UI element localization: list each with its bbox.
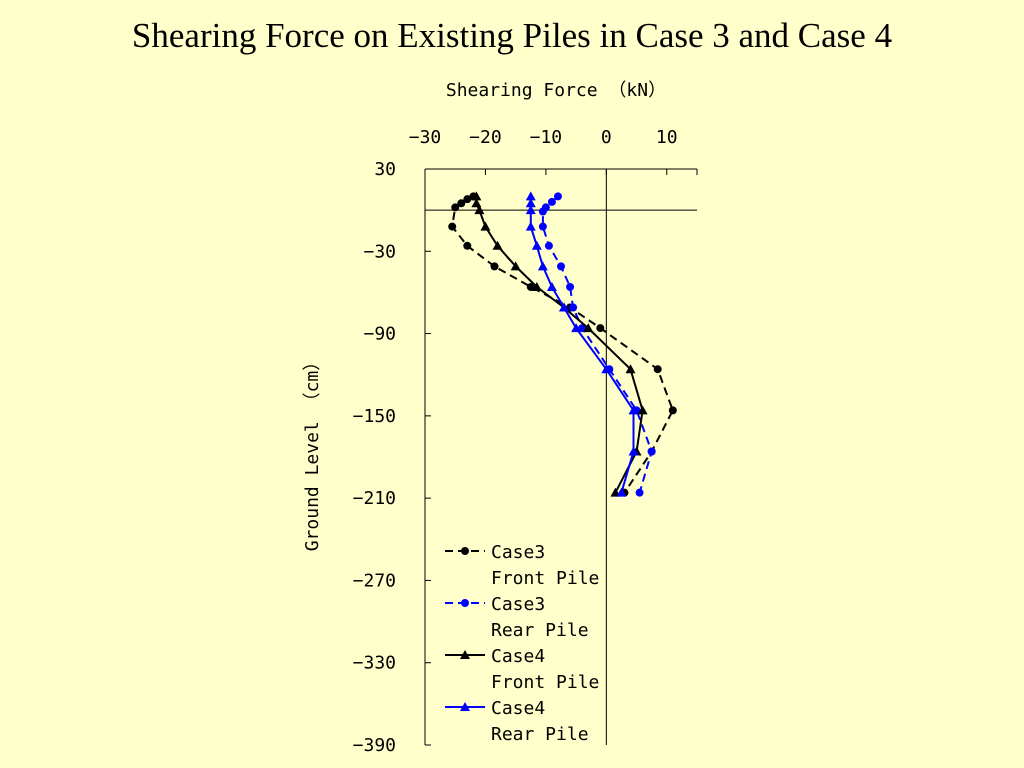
x-tick-label: −10 [530, 127, 563, 148]
data-point [625, 364, 636, 374]
data-point [460, 702, 470, 711]
series-case4-front-pile [471, 191, 648, 497]
series-case4-rear-pile [525, 191, 639, 497]
y-tick-label: −330 [353, 653, 396, 674]
x-tick-label: 10 [656, 127, 678, 148]
data-point [471, 191, 482, 201]
data-point [557, 262, 565, 271]
y-tick-label: −90 [363, 324, 396, 345]
legend-label: Front Pile [491, 672, 599, 693]
data-point [569, 303, 578, 312]
x-tick-label: 0 [601, 127, 612, 148]
series-line [475, 196, 644, 494]
data-point [616, 487, 627, 497]
data-point [566, 282, 575, 291]
x-tick-label: −20 [469, 127, 502, 148]
data-point [526, 282, 535, 291]
data-point [510, 261, 521, 271]
slide-title: Shearing Force on Existing Piles in Case… [131, 16, 893, 55]
data-point [525, 205, 536, 215]
data-point [461, 547, 469, 555]
data-point [628, 405, 639, 415]
data-point [525, 221, 536, 231]
series-group [448, 191, 677, 497]
legend-label: Case4 [491, 646, 545, 667]
data-point [531, 281, 542, 291]
data-point [538, 222, 547, 231]
data-point [668, 406, 677, 415]
legend-item: Case3 Front Pile [445, 542, 599, 589]
series-line [529, 196, 635, 493]
data-point [457, 199, 466, 208]
legend-item: Case3 Rear Pile [445, 594, 589, 641]
data-point [544, 241, 553, 250]
data-point [525, 191, 536, 201]
data-point [471, 198, 482, 208]
data-point [448, 222, 457, 231]
data-point [480, 221, 491, 231]
series-case3-rear-pile [538, 192, 656, 497]
legend-item: Case4 Rear Pile [445, 698, 589, 745]
data-point [601, 364, 612, 374]
series-line [541, 195, 653, 493]
data-point [578, 324, 587, 333]
y-tick-label: −390 [353, 735, 396, 756]
data-point [571, 323, 582, 333]
y-tick-label: −270 [353, 570, 396, 591]
data-point [553, 192, 562, 201]
data-point [537, 261, 548, 271]
data-point [647, 447, 656, 456]
data-point [460, 650, 470, 659]
legend-label: Case3 [491, 542, 545, 563]
data-point [531, 240, 542, 250]
legend-label: Rear Pile [491, 724, 589, 745]
data-point [546, 281, 557, 291]
data-point [492, 240, 503, 250]
data-point [463, 195, 472, 204]
data-point [538, 207, 547, 216]
data-point [461, 599, 469, 607]
y-tick-label: −210 [353, 488, 396, 509]
series-case3-front-pile [448, 192, 677, 497]
data-point [628, 446, 639, 456]
data-point [653, 365, 662, 374]
series-line [451, 195, 674, 494]
data-point [559, 302, 570, 312]
data-point [474, 205, 485, 215]
data-point [547, 197, 556, 206]
legend-label: Rear Pile [491, 620, 589, 641]
y-tick-label: 30 [374, 159, 396, 180]
legend-label: Case3 [491, 594, 545, 615]
legend-label: Case4 [491, 698, 545, 719]
x-tick-label: −30 [409, 127, 442, 148]
data-point [525, 198, 536, 208]
data-point [463, 241, 472, 250]
legend: Case3 Front Pile Case3 Rear Pile Case4 Front … [445, 542, 599, 745]
y-tick-label: −150 [353, 406, 396, 427]
data-point [596, 324, 605, 333]
y-tick-label: −30 [363, 241, 396, 262]
data-point [635, 488, 644, 497]
data-point [490, 262, 499, 271]
axes: −30 −20 −10 0 10 30 −30 −90 −150 −210 −270 −330 −390 [353, 127, 698, 756]
data-point [451, 203, 460, 212]
data-point [583, 323, 594, 333]
y-axis-title: Ground Level （cm） [302, 353, 323, 552]
x-axis-title: Shearing Force （kN） [446, 80, 666, 101]
data-point [637, 405, 648, 415]
legend-label: Front Pile [491, 568, 599, 589]
legend-item: Case4 Front Pile [445, 646, 599, 693]
